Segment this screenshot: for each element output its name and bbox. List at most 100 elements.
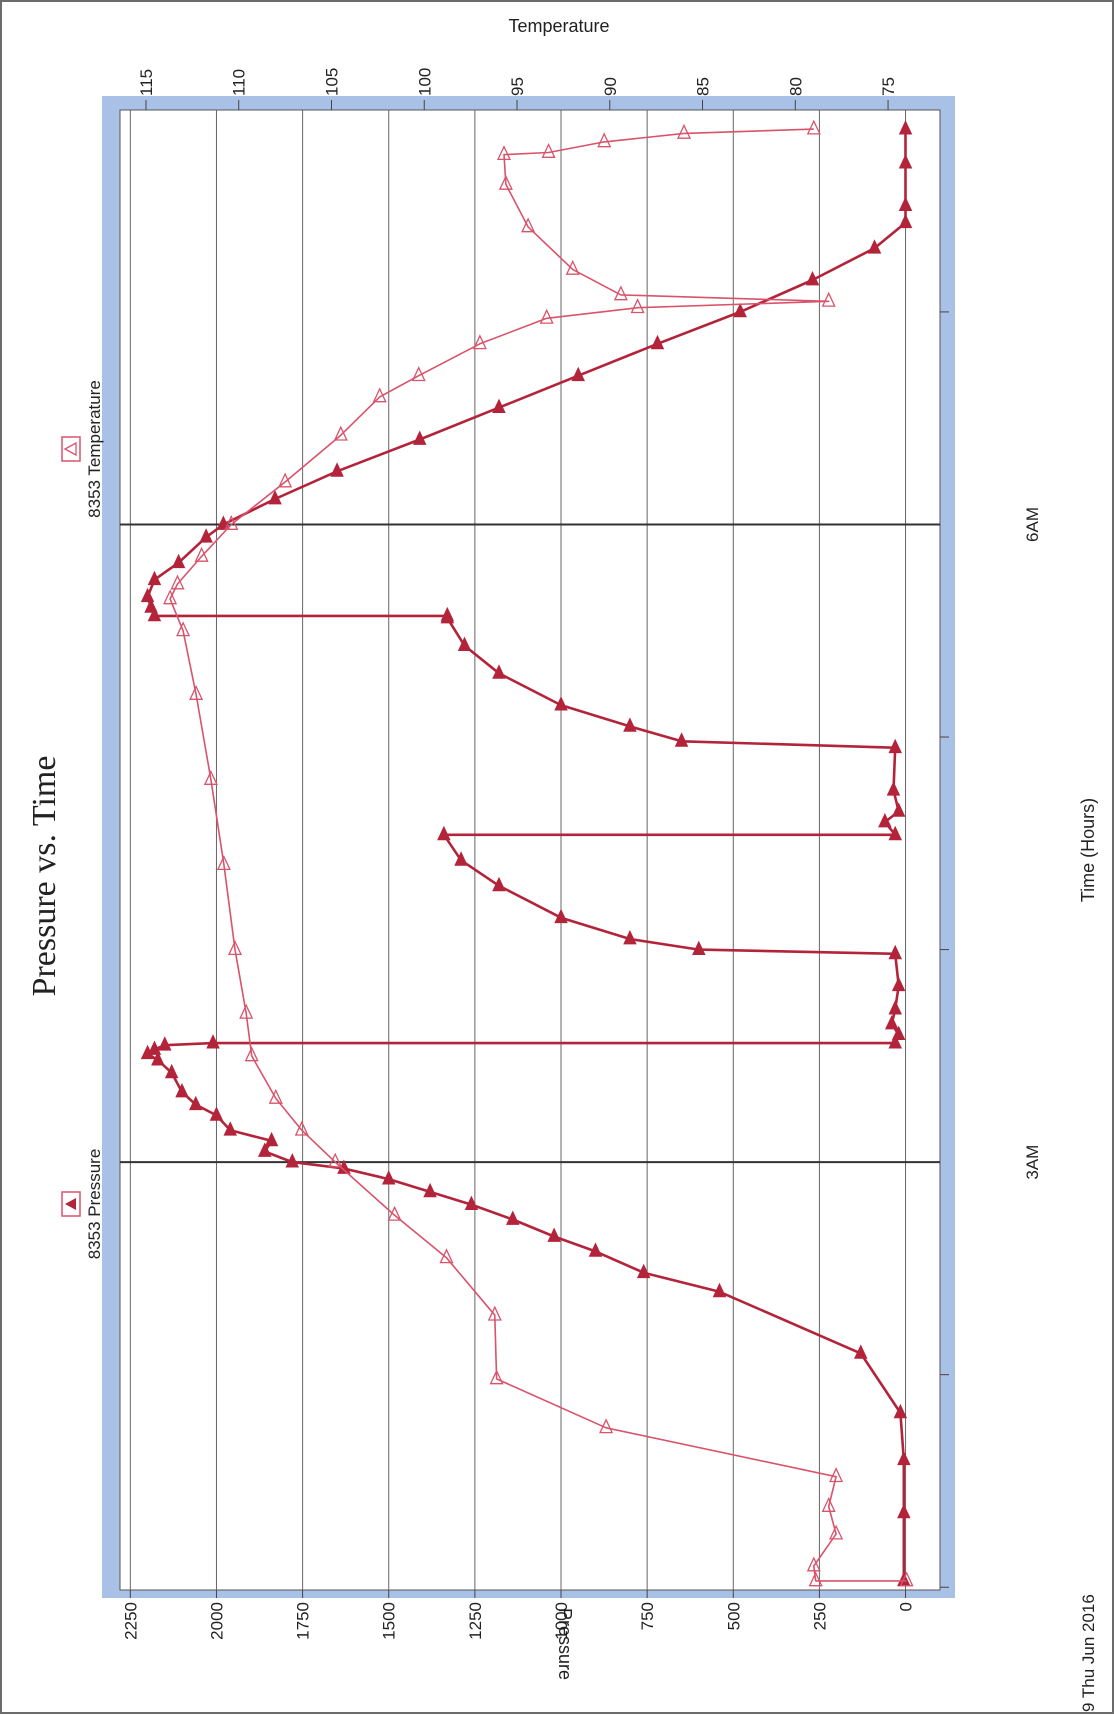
pressure-point xyxy=(891,802,906,817)
pressure-point xyxy=(891,976,906,992)
temperature-point xyxy=(224,514,239,530)
y2-tick-label: 80 xyxy=(786,77,805,96)
pressure-point xyxy=(147,606,162,622)
temperature-point xyxy=(821,1496,836,1512)
y2-tick-label: 115 xyxy=(137,69,156,96)
pressure-point xyxy=(413,430,427,445)
pressure-point xyxy=(330,462,344,477)
y-axis-label: Pressure xyxy=(555,1608,575,1680)
pressure-point xyxy=(147,1040,162,1055)
temperature-point xyxy=(521,217,536,233)
pressure-point xyxy=(506,1210,520,1225)
pressure-point xyxy=(886,781,901,796)
pressure-point xyxy=(888,1000,902,1015)
temperature-point xyxy=(176,621,191,637)
pressure-point xyxy=(437,825,451,841)
x-tick-label: 3AM xyxy=(1023,1145,1042,1180)
y-tick-label: 1750 xyxy=(294,1602,313,1640)
pressure-point xyxy=(898,154,913,169)
pressure-point xyxy=(457,636,472,651)
pressure-point xyxy=(189,1095,203,1111)
temperature-point xyxy=(806,119,821,135)
plot-area xyxy=(119,109,941,1591)
temperature-point xyxy=(170,574,185,590)
temperature-point xyxy=(539,308,554,324)
pressure-point xyxy=(636,1263,651,1279)
y-tick-label: 750 xyxy=(638,1602,657,1630)
pressure-point xyxy=(171,553,186,569)
temperature-point xyxy=(239,1003,254,1019)
pressure-point xyxy=(554,908,568,924)
legend-pressure-label: 8353 Pressure xyxy=(85,1149,104,1260)
y-tick-label: 1250 xyxy=(466,1602,485,1640)
y2-tick-label: 95 xyxy=(508,77,527,96)
pressure-point xyxy=(492,398,506,413)
y2-tick-label: 90 xyxy=(601,77,620,96)
pressure-point xyxy=(650,334,665,350)
date-label: 9 Thu Jun 2016 xyxy=(1079,1594,1098,1712)
pressure-point xyxy=(264,1131,279,1147)
hollow-triangle-icon xyxy=(63,441,77,457)
pressure-point xyxy=(199,528,213,543)
temperature-point xyxy=(599,1418,614,1434)
temperature-line xyxy=(169,128,907,1582)
pressure-point xyxy=(571,366,585,382)
temperature-point xyxy=(487,1305,502,1321)
pressure-point xyxy=(164,1063,179,1079)
pressure-point xyxy=(888,944,902,960)
pressure-point xyxy=(891,1025,906,1040)
legend-temperature-label: 8353 Temperature xyxy=(85,380,104,518)
x-tick-label: 6AM xyxy=(1023,507,1042,542)
y2-tick-label: 105 xyxy=(322,68,341,96)
temperature-point xyxy=(439,1248,454,1264)
pressure-point xyxy=(692,940,706,955)
pressure-point xyxy=(492,876,506,892)
pressure-point xyxy=(674,732,689,747)
pressure-point xyxy=(623,930,637,945)
pressure-point xyxy=(554,696,568,711)
pressure-point xyxy=(898,196,913,211)
pressure-point xyxy=(898,120,913,135)
y-tick-label: 0 xyxy=(897,1602,916,1611)
temperature-point xyxy=(565,259,580,275)
y-tick-label: 1000 xyxy=(552,1602,571,1640)
pressure-point xyxy=(893,1403,908,1419)
y2-tick-label: 75 xyxy=(879,77,898,96)
pressure-point xyxy=(454,851,468,866)
pressure-point xyxy=(175,1083,189,1098)
pressure-point xyxy=(854,1344,868,1359)
pressure-point xyxy=(888,1034,902,1049)
y-tick-label: 2000 xyxy=(207,1602,226,1640)
temperature-point xyxy=(294,1120,309,1136)
pressure-point xyxy=(898,213,913,229)
temperature-point xyxy=(829,1467,844,1483)
temperature-point xyxy=(829,1524,844,1540)
temperature-point xyxy=(268,1088,283,1104)
temperature-point xyxy=(541,142,556,158)
temperature-point xyxy=(498,174,513,190)
pressure-point xyxy=(423,1182,437,1198)
temperature-point xyxy=(189,684,204,700)
legend-item-temperature: 8353 Temperature xyxy=(61,380,104,518)
pressure-point xyxy=(885,1015,899,1030)
temperature-point xyxy=(163,589,178,605)
pressure-point xyxy=(337,1159,351,1174)
pressure-point xyxy=(712,1282,727,1298)
pressure-point xyxy=(382,1170,396,1185)
axes: 0 250 500 750 1000 1250 1500 1750 2000 2250 75 80 85… xyxy=(121,68,1042,1640)
pressure-point xyxy=(440,606,455,622)
temperature-point xyxy=(372,387,387,403)
pressure-point xyxy=(888,738,902,754)
temperature-point xyxy=(630,298,645,314)
pressure-point xyxy=(547,1227,561,1242)
pressure-point xyxy=(897,1503,911,1519)
pressure-point xyxy=(209,1106,224,1121)
y2-tick-label: 85 xyxy=(694,77,713,96)
temperature-point xyxy=(597,132,612,148)
temperature-point xyxy=(278,472,293,488)
temperature-point xyxy=(806,1556,821,1572)
pressure-point xyxy=(158,1036,172,1051)
pressure-point xyxy=(140,1044,155,1060)
